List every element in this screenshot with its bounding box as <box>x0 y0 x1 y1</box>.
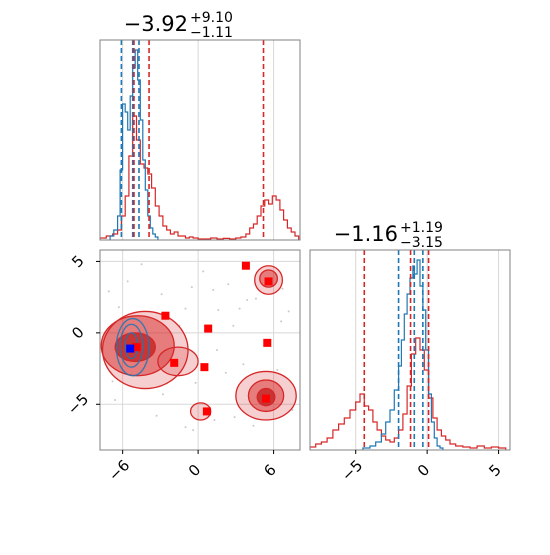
scatter-point <box>227 283 230 286</box>
scatter-point <box>117 306 120 309</box>
scatter-point <box>126 280 129 283</box>
scatter-point <box>184 426 187 429</box>
red-marker <box>202 407 211 416</box>
scatter-point <box>215 349 218 351</box>
scatter-point <box>224 371 227 374</box>
contour-yaxis-tick-label: 5 <box>68 252 87 271</box>
contour-yaxis-tick-label: 0 <box>68 323 87 342</box>
scatter-point <box>161 393 164 396</box>
contour-xaxis-tick-label: −6 <box>105 456 133 484</box>
scatter-point <box>280 320 283 323</box>
red-marker <box>262 394 271 403</box>
red-marker <box>132 343 141 352</box>
blue-contour <box>115 317 150 377</box>
hist2-xaxis-tick-label: 0 <box>414 461 433 480</box>
hist1-frame <box>99 39 301 241</box>
blue-contour <box>119 323 144 368</box>
scatter-point <box>192 429 195 431</box>
scatter-point <box>291 409 294 411</box>
hist2-frame <box>309 249 511 451</box>
scatter-point <box>281 287 284 290</box>
red-marker <box>170 358 179 367</box>
red-marker <box>204 324 213 333</box>
contour-xaxis-tick-label: 6 <box>260 461 279 480</box>
red-marker <box>161 311 170 320</box>
scatter-point <box>190 286 193 289</box>
hist1-bg <box>100 40 300 240</box>
hist2-title-plus: +1.19 <box>400 220 443 236</box>
red-marker <box>264 277 273 286</box>
red-marker <box>263 338 272 347</box>
hist1-title-plus: +9.10 <box>190 10 233 26</box>
scatter-point <box>202 270 205 273</box>
scatter-point <box>276 369 279 371</box>
scatter-point <box>140 263 143 266</box>
hist1-blue-series <box>109 49 159 240</box>
scatter-point <box>212 289 215 291</box>
scatter-point <box>232 324 235 327</box>
scatter-point <box>254 297 257 300</box>
hist2-title: −1.16 +1.19−3.15 <box>334 220 443 251</box>
scatter-point <box>246 299 249 301</box>
scatter-point <box>107 290 110 293</box>
scatter-point <box>238 307 241 310</box>
hist1-title: −3.92 +9.10−1.11 <box>124 10 233 41</box>
scatter-point <box>233 416 236 419</box>
scatter-point <box>111 380 114 383</box>
scatter-point <box>252 424 255 427</box>
hist2-title-minus: −3.15 <box>400 235 443 251</box>
hist1-title-minus: −1.11 <box>190 25 233 41</box>
hist1-title-value: −3.92 <box>124 12 188 36</box>
hist2-xaxis-tick-label: −5 <box>338 456 366 484</box>
contour-yaxis-tick-label: −5 <box>64 390 92 418</box>
hist2-title-value: −1.16 <box>334 222 398 246</box>
scatter-point <box>287 310 290 313</box>
hist2-red-series <box>310 337 507 450</box>
scatter-point <box>184 307 187 310</box>
contour-content <box>100 261 297 431</box>
red-marker <box>241 261 250 270</box>
hist2-xaxis-tick-label: 5 <box>485 461 504 480</box>
red-marker <box>200 363 209 372</box>
contour-frame <box>99 249 301 451</box>
contour-xaxis-tick-label: 0 <box>185 461 204 480</box>
scatter-point <box>194 381 197 384</box>
hist2-content <box>310 250 507 450</box>
scatter-point <box>155 414 158 417</box>
scatter-point <box>114 399 117 401</box>
scatter-point <box>160 293 163 296</box>
scatter-point <box>213 419 216 421</box>
hist2-blue-series <box>362 259 444 450</box>
hist1-content <box>100 40 300 240</box>
blue-marker <box>126 344 135 353</box>
scatter-point <box>242 363 245 366</box>
scatter-point <box>217 309 220 311</box>
